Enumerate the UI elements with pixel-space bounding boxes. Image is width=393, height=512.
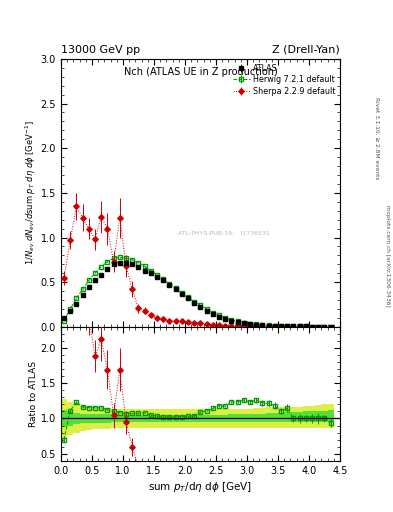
Y-axis label: Ratio to ATLAS: Ratio to ATLAS <box>29 361 38 427</box>
Text: Rivet 3.1.10, ≥ 2.8M events: Rivet 3.1.10, ≥ 2.8M events <box>374 97 379 180</box>
X-axis label: sum $p_{T}$/d$\eta$ d$\phi$ [GeV]: sum $p_{T}$/d$\eta$ d$\phi$ [GeV] <box>148 480 253 494</box>
Legend: ATLAS, Herwig 7.2.1 default, Sherpa 2.2.9 default: ATLAS, Herwig 7.2.1 default, Sherpa 2.2.… <box>230 60 338 99</box>
Text: mcplots.cern.ch [arXiv:1306.3436]: mcplots.cern.ch [arXiv:1306.3436] <box>385 205 389 307</box>
Text: 13000 GeV pp: 13000 GeV pp <box>61 45 140 55</box>
Text: Z (Drell-Yan): Z (Drell-Yan) <box>272 45 340 55</box>
Text: ATL-PHYS-PUB-19-   I1736531: ATL-PHYS-PUB-19- I1736531 <box>178 230 270 236</box>
Text: Nch (ATLAS UE in Z production): Nch (ATLAS UE in Z production) <box>123 67 277 77</box>
Y-axis label: $1/N_{ev}$ $dN_{ev}/d$sum $p_{T}$ $d\eta$ $d\phi$ [GeV$^{-1}$]: $1/N_{ev}$ $dN_{ev}/d$sum $p_{T}$ $d\eta… <box>23 120 38 265</box>
